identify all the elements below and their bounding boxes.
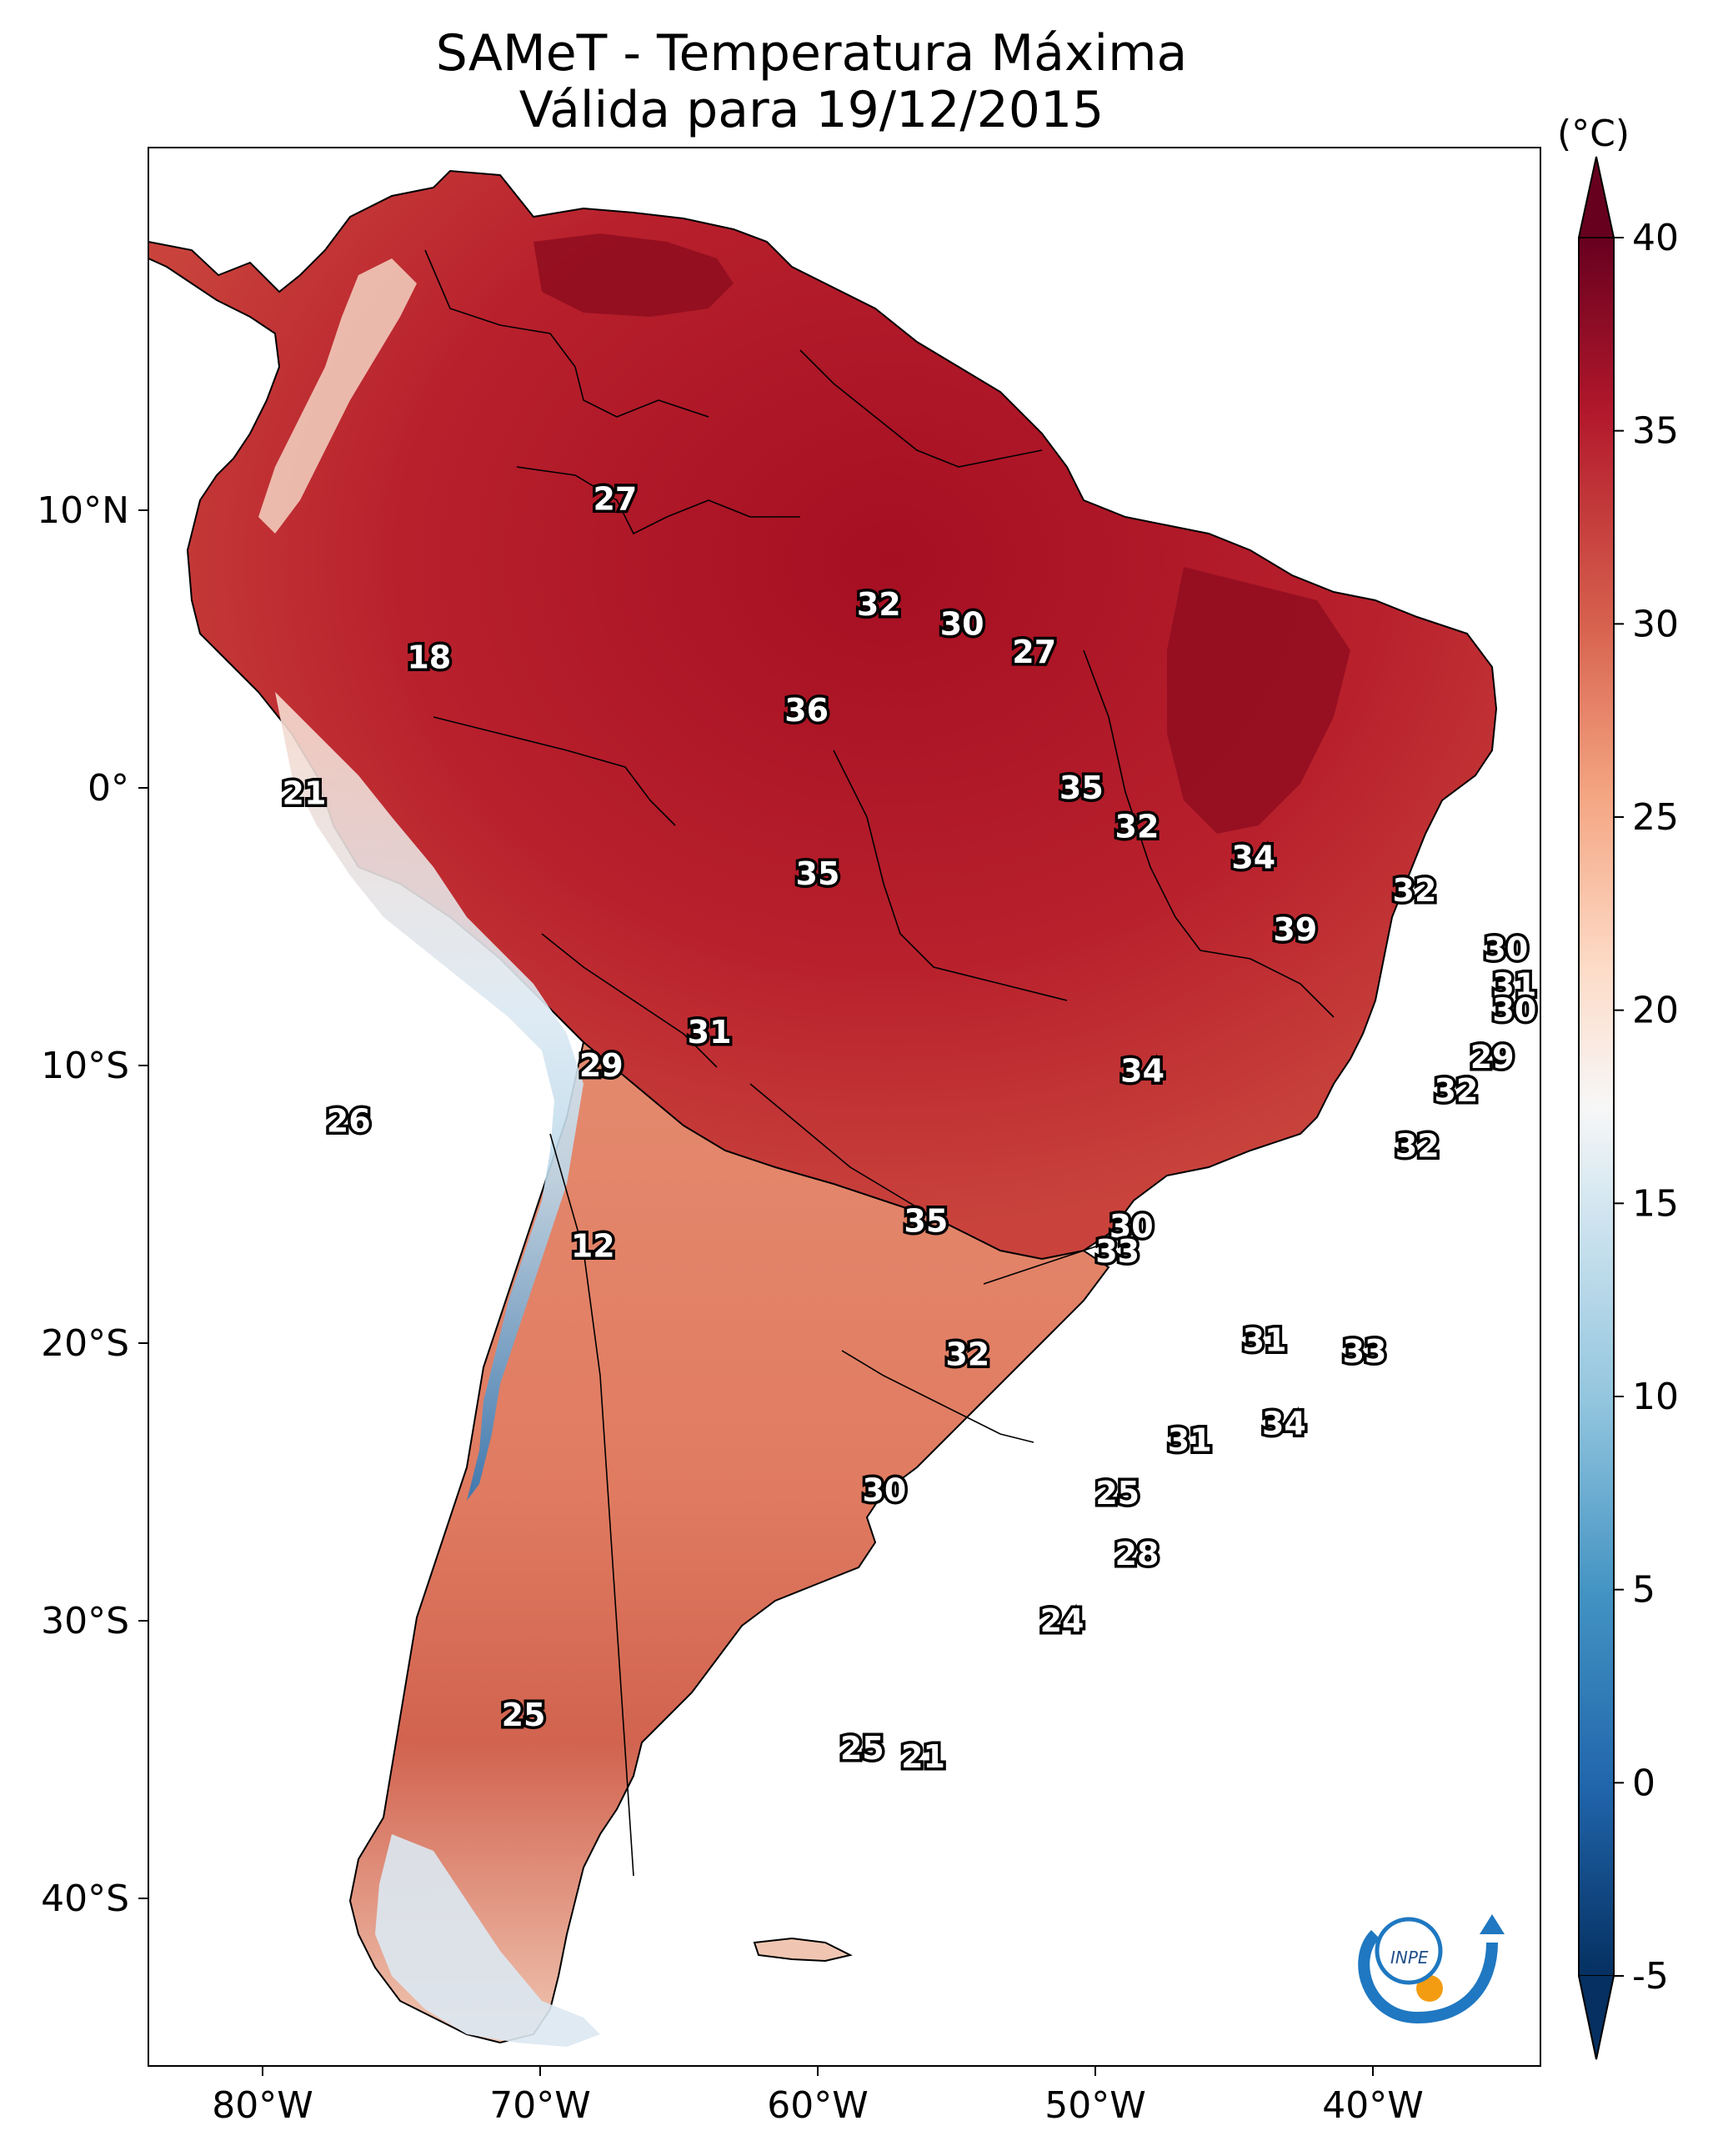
lon-tick-label: 40°W	[1322, 2084, 1424, 2127]
lon-tick-label: 60°W	[767, 2084, 869, 2127]
land-south	[348, 1040, 1110, 2044]
station-value-label: 25	[1095, 1475, 1139, 1512]
station-value-label: 21	[283, 775, 327, 812]
station-value-label: 30	[1109, 1208, 1154, 1245]
station-value-label: 34	[1262, 1406, 1306, 1442]
land-north	[148, 169, 1498, 1286]
lon-tick-label: 80°W	[212, 2084, 313, 2127]
station-value-label: 31	[1492, 966, 1536, 1003]
inpe-logo: INPE	[1358, 1914, 1505, 2024]
lat-tick-label: 20°S	[41, 1322, 129, 1365]
colorbar-tick-label: 30	[1632, 603, 1679, 645]
lon-tick-label: 50°W	[1044, 2084, 1146, 2127]
patagonia-cold-tip	[375, 1834, 600, 2047]
colorbar-ticks: 40 35 30 25 20 15 10 5 0 -5	[1614, 217, 1679, 1998]
colombia-andes-pale	[258, 258, 417, 534]
station-value-label: 32	[1434, 1072, 1478, 1109]
station-value-label: 30	[1492, 991, 1536, 1028]
falklands	[753, 1937, 853, 1963]
colorbar-tick-label: 0	[1632, 1762, 1655, 1804]
station-value-label: 32	[857, 586, 901, 623]
colorbar-tick-label: 20	[1632, 990, 1679, 1032]
colorbar-tick-label: 10	[1632, 1376, 1679, 1418]
station-value-label: 33	[1095, 1233, 1139, 1270]
station-value-label: 32	[1393, 872, 1437, 909]
lat-tick-label: 30°S	[41, 1600, 129, 1642]
south-america-land	[148, 169, 1498, 2047]
station-value-label: 27	[593, 481, 637, 518]
orinoco-hot	[533, 233, 734, 317]
station-value-label: 32	[1395, 1128, 1440, 1165]
station-value-label: 12	[571, 1227, 615, 1264]
latitude-ticks: 10°N0°10°S20°S30°S40°S50°S	[37, 489, 148, 2156]
station-value-label: 29	[579, 1047, 624, 1084]
colorbar-unit: (°C)	[1557, 113, 1630, 155]
lat-tick-label: 0°	[88, 767, 129, 810]
lat-tick-label: 10°N	[37, 489, 129, 532]
station-value-label: 25	[840, 1730, 884, 1767]
station-value-label: 31	[1168, 1422, 1212, 1459]
map-subtitle: Válida para 19/12/2015	[518, 81, 1104, 139]
northeast-hot	[1167, 567, 1350, 834]
longitude-ticks: 80°W 70°W 60°W 50°W 40°W	[212, 2066, 1424, 2127]
station-value-label: 35	[796, 855, 840, 892]
station-value-label: 30	[1484, 930, 1528, 967]
station-value-label: 33	[1343, 1333, 1387, 1370]
colorbar-tick-label: 40	[1632, 217, 1679, 259]
colorbar-max-arrow	[1579, 157, 1614, 238]
colorbar-tick-label: 5	[1632, 1569, 1655, 1612]
station-value-label: 32	[945, 1336, 989, 1372]
country-borders	[424, 249, 1335, 1877]
svg-text:INPE: INPE	[1390, 1948, 1429, 1968]
station-value-label: 32	[1115, 809, 1160, 845]
map-title: SAMeT - Temperatura Máxima	[435, 24, 1188, 83]
station-value-label: 18	[407, 639, 451, 675]
station-value-label: 39	[1273, 911, 1317, 948]
station-value-label: 27	[1012, 634, 1056, 670]
station-value-label: 30	[862, 1472, 906, 1508]
andes-cold-band	[275, 692, 584, 1501]
colorbar-tick-label: 15	[1632, 1182, 1679, 1225]
station-value-label: 31	[688, 1014, 732, 1050]
colorbar-tick-label: 35	[1632, 410, 1679, 453]
colorbar-min-arrow	[1579, 1976, 1614, 2059]
station-value-label: 28	[1115, 1536, 1160, 1572]
station-value-label: 25	[502, 1697, 546, 1733]
station-value-label: 34	[1231, 839, 1275, 875]
station-value-label: 36	[784, 692, 829, 729]
colorbar-tick-label: -5	[1632, 1955, 1669, 1998]
station-value-label: 26	[327, 1103, 371, 1140]
station-value-label: 34	[1120, 1053, 1165, 1090]
station-value-label: 29	[1470, 1039, 1515, 1075]
station-value-label: 31	[1243, 1322, 1287, 1359]
lat-tick-label: 40°S	[41, 1878, 129, 1920]
station-value-label: 35	[904, 1202, 948, 1239]
station-value-label: 21	[901, 1738, 945, 1775]
station-value-label: 35	[1059, 770, 1104, 806]
colorbar: (°C) 40 35 30 25 20 15 10 5 0 -5	[1557, 113, 1679, 2060]
station-value-label: 30	[940, 606, 984, 643]
colorbar-gradient	[1578, 237, 1615, 1977]
colorbar-tick-label: 25	[1632, 796, 1679, 839]
lat-tick-label: 10°S	[41, 1045, 129, 1087]
station-value-label: 24	[1040, 1602, 1084, 1639]
lon-tick-label: 70°W	[489, 2084, 591, 2127]
